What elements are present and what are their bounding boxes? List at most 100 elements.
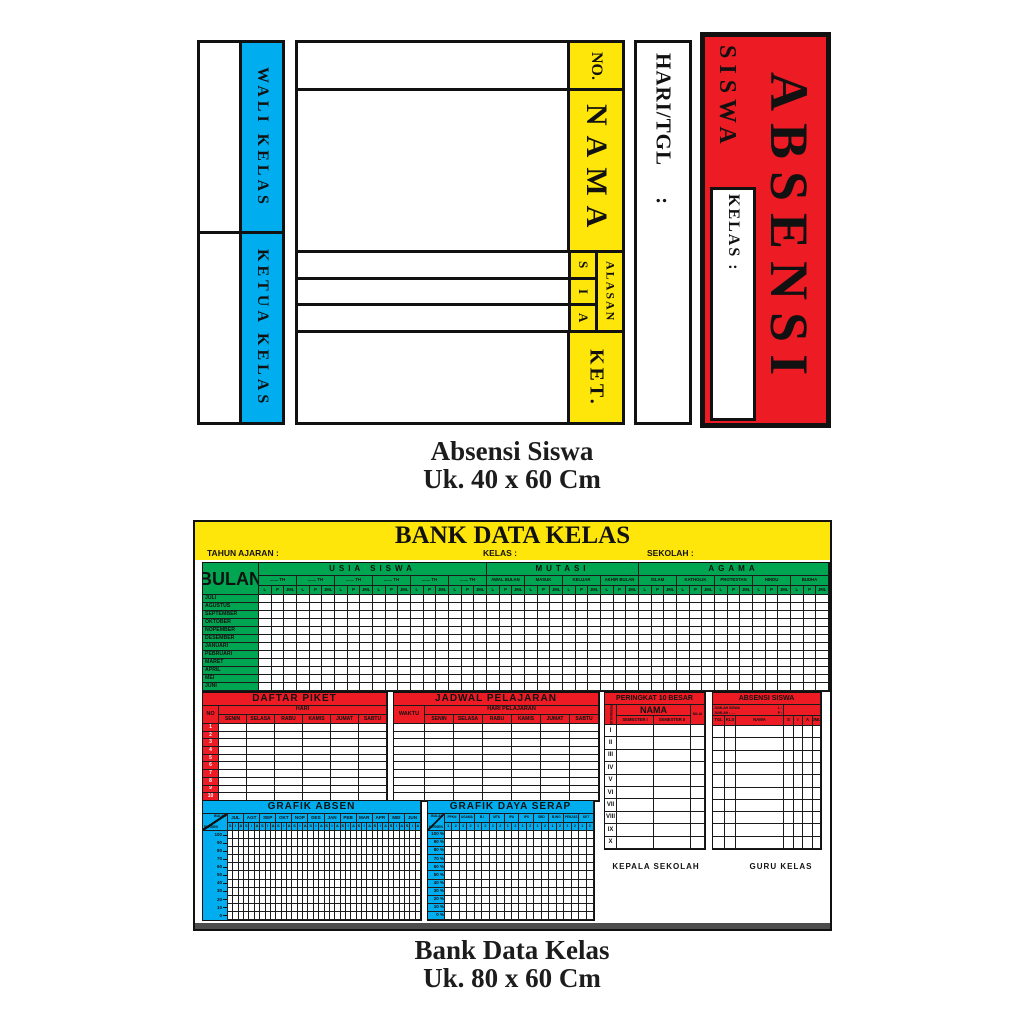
grafik-cell <box>233 855 239 864</box>
grafik-cell <box>367 871 373 880</box>
grafik-subcol-header: S <box>308 823 314 831</box>
data-cell <box>651 635 665 643</box>
data-cell <box>651 675 665 683</box>
lp-jml-header: P <box>347 586 361 595</box>
grafik-cell <box>324 839 330 848</box>
data-cell <box>347 635 361 643</box>
grafik-cell <box>519 895 527 904</box>
data-cell <box>512 651 525 659</box>
lp-jml-header: L <box>373 586 386 595</box>
grafik-cell <box>362 887 368 896</box>
grafik-cell <box>228 831 234 840</box>
absensi-cell <box>813 750 821 763</box>
grafik-cell <box>265 879 271 888</box>
grafik-cell <box>452 879 460 888</box>
grafik-cell <box>415 887 421 896</box>
data-cell <box>461 619 475 627</box>
absensi-recap-title: ABSENSI SISWA <box>713 693 821 705</box>
piket-cell <box>219 754 247 763</box>
grafik-cell <box>324 847 330 856</box>
grafik-cell <box>556 879 565 888</box>
data-cell <box>385 683 399 691</box>
grafik-cell <box>335 895 341 904</box>
lp-jml-header: P <box>651 586 665 595</box>
data-cell <box>499 603 513 611</box>
data-cell <box>322 619 335 627</box>
lp-jml-header: P <box>385 586 399 595</box>
grafik-cell <box>497 895 505 904</box>
grafik-cell <box>265 839 271 848</box>
data-cell <box>474 595 487 603</box>
data-cell <box>335 619 348 627</box>
grafik-cell <box>329 847 336 856</box>
data-cell <box>753 595 766 603</box>
grafik-cell <box>564 895 572 904</box>
piket-cell <box>247 785 275 794</box>
grafik-cell <box>362 879 368 888</box>
data-cell <box>360 627 373 635</box>
kelas-field: KELAS : <box>483 548 517 558</box>
jadwal-cell <box>541 785 570 794</box>
data-cell <box>563 627 576 635</box>
grafik-cell <box>303 911 309 920</box>
grafik-cell <box>474 879 483 888</box>
data-cell <box>436 619 449 627</box>
jadwal-cell <box>570 739 599 748</box>
grafik-cell <box>549 847 557 856</box>
data-cell <box>664 643 677 651</box>
data-cell <box>575 611 589 619</box>
grafik-cell <box>303 903 309 912</box>
grafik-subcol-header: S <box>372 823 379 831</box>
grafik-cell <box>394 847 400 856</box>
data-cell <box>373 683 386 691</box>
data-cell <box>525 667 538 675</box>
grafik-cell <box>383 831 389 840</box>
data-cell <box>423 643 437 651</box>
grafik-cell <box>534 855 542 864</box>
absensi-cell <box>813 762 821 776</box>
grafik-cell <box>244 895 250 904</box>
grafik-cell <box>362 871 368 880</box>
data-cell <box>322 651 335 659</box>
data-cell <box>740 651 753 659</box>
data-cell <box>563 603 576 611</box>
peringkat-rank-cell: X <box>605 836 617 849</box>
grafik-cell <box>238 871 245 880</box>
grafik-cell <box>459 863 468 872</box>
data-cell <box>816 643 829 651</box>
data-cell <box>259 627 272 635</box>
jadwal-waktu-cell <box>394 731 425 740</box>
data-cell <box>474 619 487 627</box>
data-cell <box>309 627 323 635</box>
piket-cell <box>275 747 303 755</box>
grafik-cell <box>378 911 384 920</box>
data-cell <box>689 619 703 627</box>
data-cell <box>512 611 525 619</box>
grafik-cell <box>378 847 384 856</box>
absensi-cell <box>713 750 725 763</box>
data-cell <box>461 667 475 675</box>
data-cell <box>347 675 361 683</box>
lp-jml-header: P <box>423 586 437 595</box>
grafik-cell <box>459 911 468 920</box>
grafik-cell <box>586 879 594 888</box>
data-cell <box>525 627 538 635</box>
data-cell <box>715 659 728 667</box>
absensi-cell <box>794 799 803 813</box>
data-cell <box>588 595 601 603</box>
grafik-cell <box>244 863 250 872</box>
piket-cell <box>303 754 331 763</box>
data-cell <box>525 683 538 691</box>
grafik-cell <box>534 871 542 880</box>
data-cell <box>499 675 513 683</box>
jadwal-cell <box>454 724 483 732</box>
grafik-cell <box>526 879 535 888</box>
jadwal-day-header: SELASA <box>454 715 483 724</box>
grafik-cell <box>378 871 384 880</box>
grafik-subcol-header: A <box>415 823 421 831</box>
grafik-cell <box>459 839 468 848</box>
peringkat-cell <box>691 824 705 837</box>
grafik-cell <box>265 911 271 920</box>
lp-jml-header: L <box>297 586 310 595</box>
grafik-cell <box>286 903 293 912</box>
